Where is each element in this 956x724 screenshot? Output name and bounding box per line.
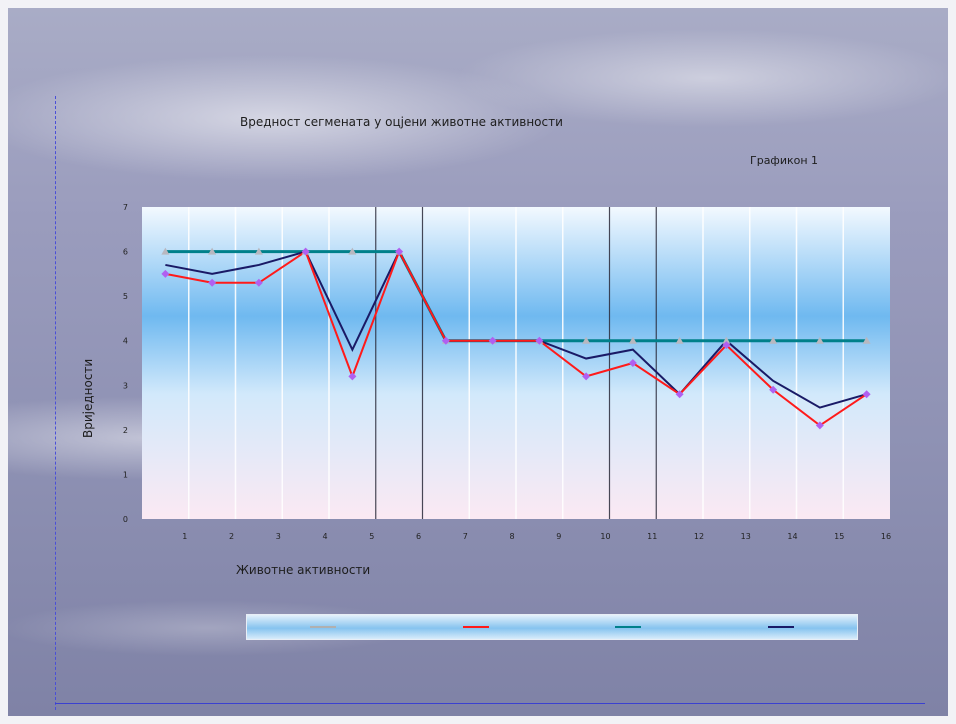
series-marker-triangle [675,336,684,344]
y-tick-label: 3 [123,381,128,390]
x-tick-label: 4 [322,532,327,541]
x-tick-label: 3 [276,532,281,541]
series-marker-diamond [488,336,497,345]
guide-line-vertical [55,96,56,710]
y-tick-label: 7 [123,203,128,212]
legend-item-3 [615,626,642,628]
x-tick-label: 15 [834,532,844,541]
series-marker-diamond [395,247,404,256]
x-tick-label: 9 [556,532,561,541]
legend-swatch [310,626,337,628]
series-marker-diamond [628,359,637,367]
legend-item-4 [767,626,794,628]
y-tick-label: 2 [123,426,128,435]
y-tick-label: 5 [123,292,128,301]
series-marker-triangle [161,247,170,255]
x-tick-label: 10 [600,532,610,541]
guide-line-horizontal [55,703,925,704]
series-marker-triangle [769,336,778,344]
series-marker-triangle [254,247,263,255]
series-marker-diamond [161,269,170,278]
legend-item-2 [462,626,489,628]
y-tick-label: 1 [123,470,128,479]
series-marker-diamond [254,278,263,287]
series-marker-diamond [208,278,217,287]
x-tick-label: 7 [463,532,468,541]
legend-swatch [462,626,489,628]
legend-swatch [615,626,642,628]
series-marker-triangle [208,247,217,255]
x-tick-label: 16 [881,532,891,541]
series-marker-diamond [348,372,357,381]
series-layer [161,247,871,430]
series-marker-diamond [722,341,731,350]
series-marker-triangle [582,336,591,344]
x-axis-label: Животне активности [236,563,370,577]
y-tick-label: 0 [123,515,128,524]
y-tick-label: 4 [123,337,128,346]
x-tick-label: 8 [509,532,514,541]
series-marker-diamond [535,336,544,345]
chart-title: Вредност сегмената у оцјени животне акти… [240,115,563,129]
series-marker-diamond [441,336,450,345]
series-marker-diamond [675,390,684,399]
legend-item-1 [310,626,337,628]
series-marker-diamond [815,421,824,430]
series-line-2 [165,249,868,427]
figure-label: Графикон 1 [750,154,818,167]
series-marker-triangle [862,336,871,344]
x-tick-label: 1 [182,532,187,541]
x-tick-label: 12 [694,532,704,541]
slide: 0 1 2 3 4 5 6 7 1 2 3 4 5 6 7 8 9 10 11 12 13 14 15 16 Вредност… [8,8,948,716]
series-marker-diamond [582,372,591,381]
legend [246,614,858,640]
gridlines [188,207,844,519]
y-axis-label: Вриједности [81,359,95,438]
y-tick-label: 6 [123,248,128,257]
series-marker-triangle [815,336,824,344]
x-tick-label: 6 [416,532,421,541]
x-tick-label: 14 [787,532,797,541]
series-marker-triangle [348,247,357,255]
x-tick-label: 2 [229,532,234,541]
x-tick-label: 5 [369,532,374,541]
series-marker-triangle [722,336,731,344]
x-tick-label: 13 [741,532,751,541]
x-tick-label: 11 [647,532,657,541]
series-marker-diamond [301,247,310,256]
legend-swatch [767,626,794,628]
series-marker-diamond [769,385,778,394]
series-marker-diamond [862,390,871,399]
series-marker-triangle [628,336,637,344]
